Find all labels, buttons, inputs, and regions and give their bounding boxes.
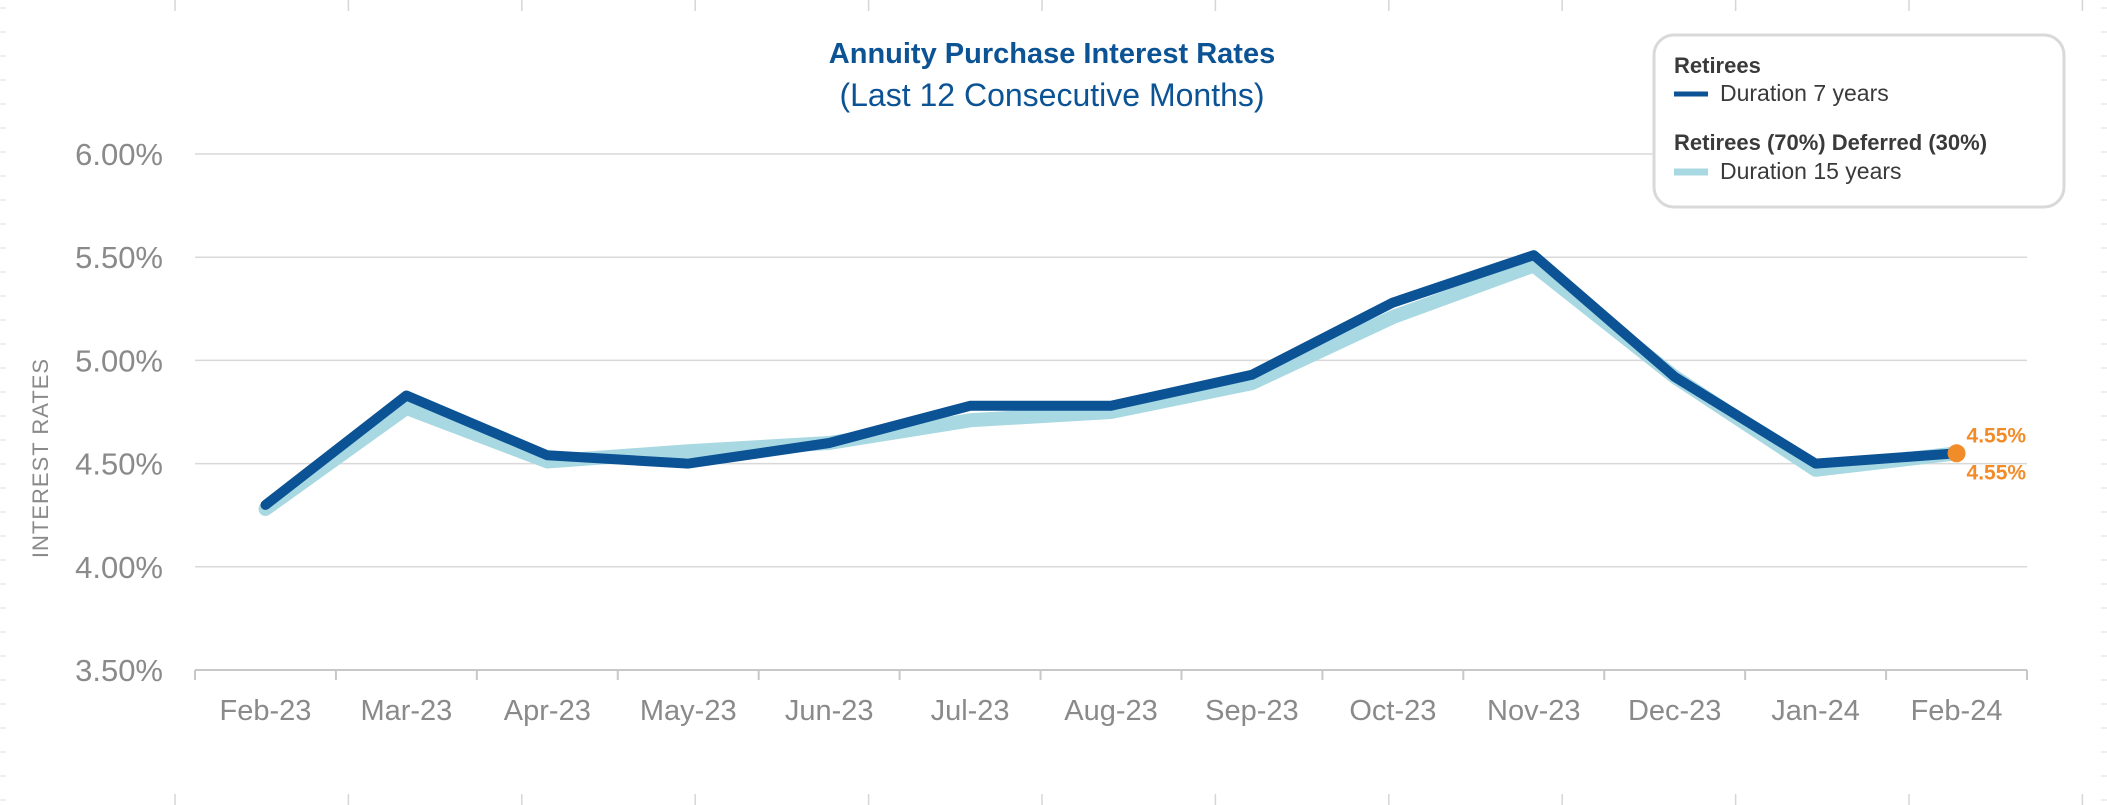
legend-label-duration-15: Duration 15 years <box>1720 158 1902 184</box>
series-line-duration-15-years <box>258 258 1964 516</box>
x-tick-label: Aug-23 <box>1064 695 1158 727</box>
data-point <box>685 460 692 467</box>
y-tick-label: 5.50% <box>75 240 163 275</box>
y-tick-label: 4.00% <box>75 550 163 585</box>
y-tick-label: 4.50% <box>75 447 163 482</box>
legend-group-title-deferred: Retirees (70%) Deferred (30%) <box>1674 130 1987 155</box>
x-tick-labels: Feb-23 Mar-23 Apr-23 May-23 Jun-23 Jul-23 Aug-… <box>220 695 2003 727</box>
data-point <box>1812 460 1819 467</box>
data-point <box>1248 371 1255 378</box>
x-tick-label: Nov-23 <box>1487 695 1581 727</box>
data-point <box>403 392 410 399</box>
x-tick-label: Jul-23 <box>931 695 1010 727</box>
data-point <box>1108 402 1114 409</box>
x-tick-label: Feb-23 <box>220 695 312 727</box>
data-label: 4.55% <box>1967 424 2027 447</box>
data-point <box>1248 380 1255 387</box>
data-point <box>967 417 974 424</box>
side-tick-marks <box>0 7 2107 801</box>
data-point <box>403 404 410 411</box>
data-point <box>1530 252 1537 259</box>
data-point <box>262 501 269 508</box>
data-point <box>1530 262 1537 269</box>
x-tick-label: May-23 <box>640 695 737 727</box>
y-tick-label: 6.00% <box>75 137 163 172</box>
y-tick-label: 5.00% <box>75 343 163 378</box>
highlight-point <box>1947 444 1966 463</box>
data-point <box>826 439 833 446</box>
data-point <box>1671 373 1678 380</box>
chart-title: Annuity Purchase Interest Rates <box>829 38 1275 70</box>
x-tick-label: Jan-24 <box>1771 695 1860 727</box>
series-line-duration-7-years <box>260 250 1962 510</box>
x-tick-label: Sep-23 <box>1205 695 1299 727</box>
legend-label-duration-7: Duration 7 years <box>1720 80 1889 106</box>
data-label: 4.55% <box>1967 461 2027 484</box>
bottom-tick-marks <box>174 794 2084 805</box>
chart-subtitle: (Last 12 Consecutive Months) <box>839 77 1264 113</box>
legend-group-title-retirees: Retirees <box>1674 53 1761 78</box>
legend: Retirees Duration 7 years Retirees (70%)… <box>1652 33 2066 209</box>
data-point <box>544 452 551 459</box>
data-labels: 4.55% 4.55% <box>1947 424 2027 484</box>
data-point <box>1389 299 1396 306</box>
x-tick-label: Feb-24 <box>1911 695 2003 727</box>
y-tick-label: 3.50% <box>75 653 163 688</box>
x-axis <box>194 669 2028 680</box>
x-tick-label: Apr-23 <box>504 695 591 727</box>
x-tick-label: Jun-23 <box>785 695 874 727</box>
x-tick-label: Mar-23 <box>360 695 452 727</box>
y-tick-labels: 3.50% 4.00% 4.50% 5.00% 5.50% 6.00% <box>75 137 163 688</box>
x-tick-label: Oct-23 <box>1349 695 1436 727</box>
gridlines <box>195 153 2027 568</box>
data-point <box>1389 314 1396 321</box>
y-axis-title: INTEREST RATES <box>28 358 53 558</box>
top-tick-marks <box>174 0 2084 11</box>
series-lines <box>258 250 1964 516</box>
x-tick-label: Dec-23 <box>1628 695 1722 727</box>
data-point <box>685 448 692 455</box>
legend-box <box>1652 33 2066 209</box>
data-point <box>967 402 974 409</box>
